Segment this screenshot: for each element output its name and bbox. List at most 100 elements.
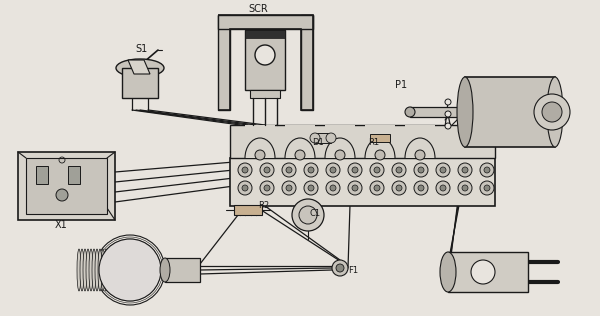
Bar [301,15,313,110]
Ellipse shape [104,249,108,291]
Ellipse shape [110,249,114,291]
Bar [36,166,48,184]
Bar [18,152,115,220]
Circle shape [295,150,305,160]
Ellipse shape [160,258,170,282]
Text: X1: X1 [55,220,68,230]
Bar [465,77,555,147]
Circle shape [440,167,446,173]
Circle shape [374,167,380,173]
Bar [165,258,200,282]
Circle shape [326,133,336,143]
Circle shape [462,185,468,191]
Circle shape [260,181,274,195]
Bar [325,125,355,158]
Ellipse shape [86,249,90,291]
Bar [245,30,285,90]
Ellipse shape [92,249,96,291]
Ellipse shape [405,107,415,117]
Circle shape [242,185,248,191]
Bar [315,133,331,143]
Circle shape [326,163,340,177]
Circle shape [440,185,446,191]
Text: C1: C1 [310,209,321,218]
Circle shape [352,185,358,191]
Circle shape [260,163,274,177]
Circle shape [445,99,451,105]
Circle shape [458,163,472,177]
Polygon shape [250,90,280,98]
Bar [230,125,495,158]
Ellipse shape [457,77,473,147]
Circle shape [418,185,424,191]
Circle shape [238,163,252,177]
Circle shape [414,163,428,177]
Circle shape [436,181,450,195]
Circle shape [332,260,348,276]
Text: R1: R1 [368,138,379,147]
Circle shape [396,167,402,173]
Circle shape [484,167,490,173]
Circle shape [264,185,270,191]
Circle shape [352,167,358,173]
Circle shape [436,163,450,177]
Circle shape [348,181,362,195]
Bar [122,68,158,98]
Circle shape [292,199,324,231]
Bar [26,158,107,214]
Ellipse shape [89,249,93,291]
Bar [245,30,285,38]
Circle shape [480,163,494,177]
Bar [218,15,230,110]
Circle shape [282,163,296,177]
Circle shape [458,181,472,195]
Circle shape [326,181,340,195]
Circle shape [396,185,402,191]
Circle shape [304,181,318,195]
Bar [365,125,395,158]
Text: S1: S1 [135,44,147,54]
Circle shape [484,185,490,191]
Circle shape [310,133,320,143]
Circle shape [414,181,428,195]
Bar [370,134,390,142]
Ellipse shape [440,252,456,292]
Circle shape [56,189,68,201]
Circle shape [308,167,314,173]
Circle shape [445,111,451,117]
Circle shape [304,163,318,177]
Circle shape [99,239,161,301]
Ellipse shape [547,77,563,147]
Text: P1: P1 [395,80,407,90]
Circle shape [238,181,252,195]
Circle shape [542,102,562,122]
Circle shape [534,94,570,130]
Circle shape [480,181,494,195]
Circle shape [471,260,495,284]
Circle shape [286,185,292,191]
Bar [285,125,315,158]
Text: SCR: SCR [248,4,268,14]
Circle shape [330,185,336,191]
Circle shape [299,206,317,224]
Circle shape [392,181,406,195]
Circle shape [374,185,380,191]
Bar [234,205,262,215]
Bar [245,125,275,158]
Bar [448,252,528,292]
Circle shape [286,167,292,173]
Circle shape [255,45,275,65]
Ellipse shape [80,249,84,291]
Bar [405,125,435,158]
Bar [410,107,465,117]
Text: R2: R2 [258,201,269,210]
Circle shape [336,264,344,272]
Ellipse shape [98,249,102,291]
Circle shape [375,150,385,160]
Circle shape [392,163,406,177]
Circle shape [418,167,424,173]
Ellipse shape [95,249,99,291]
Circle shape [445,123,451,129]
Circle shape [330,167,336,173]
Circle shape [242,167,248,173]
